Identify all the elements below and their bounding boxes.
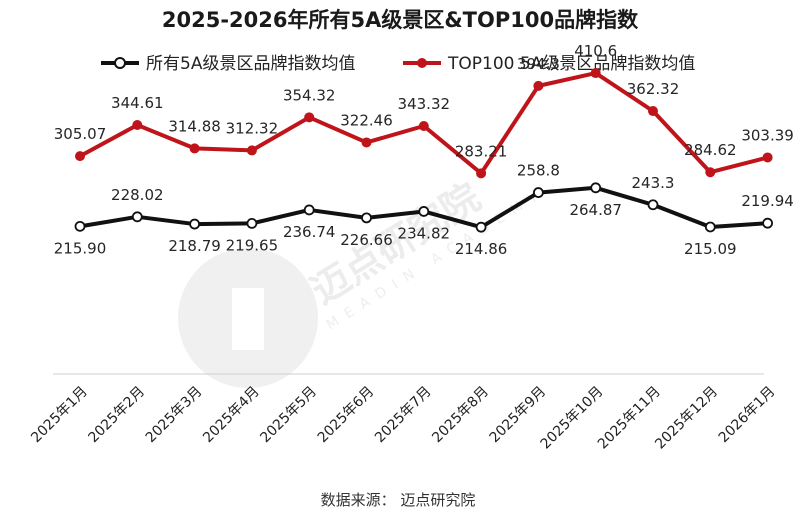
legend-marker-top100: [417, 58, 427, 68]
data-label-all: 219.94: [741, 192, 794, 210]
data-point-all: [704, 221, 716, 233]
x-tick-label: 2025年5月: [257, 384, 320, 447]
data-point-all: [131, 211, 143, 223]
watermark-tower-icon: [232, 288, 264, 350]
x-tick-labels: 2025年1月2025年2月2025年3月2025年4月2025年5月2025年…: [28, 384, 778, 453]
data-label-top100: 314.88: [168, 117, 221, 135]
data-label-all: 215.09: [684, 240, 737, 258]
data-point-all: [74, 220, 86, 232]
data-point-all: [475, 221, 487, 233]
data-point-top100: [361, 137, 372, 148]
data-label-top100: 303.39: [741, 126, 794, 144]
x-tick-label: 2026年1月: [716, 384, 779, 447]
x-tick-label: 2025年1月: [28, 384, 91, 447]
data-label-all: 226.66: [340, 231, 393, 249]
data-label-all: 236.74: [283, 223, 336, 241]
data-label-all: 218.79: [168, 237, 221, 255]
data-point-all: [189, 218, 201, 230]
watermark: 迈点研究院 MEADIN ACADEMY: [178, 175, 549, 388]
data-point-top100: [476, 168, 487, 179]
data-source: 数据来源： 迈点研究院: [321, 491, 476, 509]
data-label-top100: 284.62: [684, 141, 737, 159]
data-label-all: 258.8: [517, 162, 560, 180]
data-point-all: [647, 199, 659, 211]
data-point-all: [361, 212, 372, 224]
data-point-top100: [705, 167, 716, 178]
x-tick-label: 2025年3月: [143, 384, 206, 447]
data-label-top100: 283.21: [455, 142, 508, 160]
data-point-top100: [648, 106, 658, 117]
data-label-top100: 312.32: [226, 119, 279, 137]
x-tick-label: 2025年8月: [429, 384, 492, 447]
data-point-top100: [533, 80, 544, 91]
legend-marker-all: [114, 57, 126, 69]
data-label-top100: 322.46: [340, 111, 393, 129]
data-label-all: 243.3: [632, 174, 675, 192]
data-label-all: 219.65: [226, 236, 279, 254]
data-point-top100: [189, 143, 200, 154]
data-point-all: [246, 218, 258, 229]
data-point-top100: [75, 151, 85, 162]
x-tick-label: 2025年9月: [487, 384, 550, 447]
data-label-top100: 343.32: [398, 95, 451, 113]
data-point-top100: [762, 152, 773, 163]
data-label-all: 215.90: [54, 239, 107, 257]
data-point-all: [533, 187, 544, 198]
data-point-top100: [590, 68, 601, 79]
x-tick-label: 2025年4月: [200, 384, 263, 447]
data-label-top100: 362.32: [627, 80, 680, 98]
data-point-all: [303, 204, 315, 216]
data-point-top100: [418, 121, 429, 132]
data-label-all: 264.87: [569, 201, 622, 219]
data-point-top100: [246, 145, 257, 156]
chart-title: 2025-2026年所有5A级景区&TOP100品牌指数: [162, 8, 639, 32]
data-point-all: [762, 217, 773, 229]
data-label-top100: 305.07: [54, 125, 107, 143]
data-label-all: 214.86: [455, 240, 508, 258]
data-point-all: [590, 182, 602, 194]
legend-label-top100: TOP100 5A级景区品牌指数均值: [447, 54, 695, 74]
data-label-top100: 410.6: [574, 42, 617, 60]
data-label-top100: 394.3: [517, 55, 560, 73]
data-label-all: 234.82: [398, 224, 451, 242]
x-tick-label: 2025年6月: [315, 384, 378, 447]
x-tick-label: 2025年7月: [372, 384, 435, 447]
data-label-top100: 344.61: [111, 94, 164, 112]
data-label-top100: 354.32: [283, 86, 336, 104]
data-label-all: 228.02: [111, 186, 164, 204]
x-tick-label: 2025年2月: [86, 384, 149, 447]
legend-label-all: 所有5A级景区品牌指数均值: [146, 54, 355, 74]
data-point-top100: [304, 112, 315, 123]
data-point-all: [418, 206, 430, 217]
data-point-top100: [132, 119, 143, 130]
legend: 所有5A级景区品牌指数均值 TOP100 5A级景区品牌指数均值: [101, 54, 695, 74]
